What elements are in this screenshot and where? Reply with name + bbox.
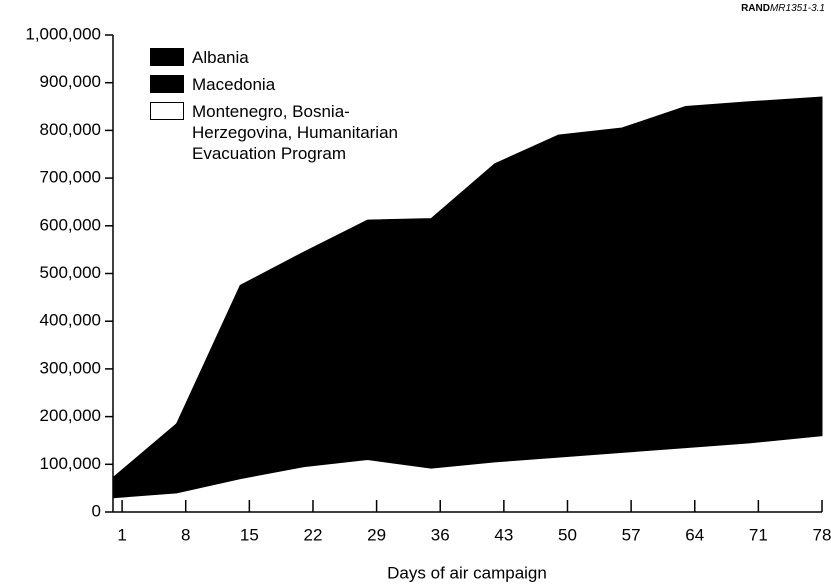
source: RANDMR1351-3.1 xyxy=(741,3,825,14)
legend-swatch xyxy=(150,75,184,93)
x-tick-label: 71 xyxy=(749,525,768,544)
y-tick-label: 800,000 xyxy=(40,120,101,139)
x-tick-label: 8 xyxy=(181,525,190,544)
legend-label: Montenegro, Bosnia-Herzegovina, Humanita… xyxy=(192,102,398,163)
x-tick-label: 50 xyxy=(558,525,577,544)
x-tick-label: 15 xyxy=(240,525,259,544)
x-tick-label: 43 xyxy=(494,525,513,544)
x-tick-label: 57 xyxy=(622,525,641,544)
y-tick-label: 100,000 xyxy=(40,454,101,473)
x-axis-label: Days of air campaign xyxy=(387,563,547,582)
areas xyxy=(112,96,823,513)
legend-label: Macedonia xyxy=(192,75,276,94)
y-tick-label: 400,000 xyxy=(40,311,101,330)
legend-item: Macedonia xyxy=(150,74,407,95)
y-tick-label: 500,000 xyxy=(40,263,101,282)
y-tick-label: 1,000,000 xyxy=(25,24,101,43)
x-tick-label: 29 xyxy=(367,525,386,544)
area xyxy=(112,96,823,491)
legend-item: Albania xyxy=(150,47,407,68)
source-org: RAND xyxy=(741,3,770,14)
x-tick-label: 78 xyxy=(813,525,831,544)
legend: Albania Macedonia Montenegro, Bosnia-Herze… xyxy=(150,47,407,170)
legend-item: Montenegro, Bosnia-Herzegovina, Humanita… xyxy=(150,101,407,164)
y-tick-label: 200,000 xyxy=(40,406,101,425)
source-id: MR1351-3.1 xyxy=(769,3,825,14)
x-tick-label: 36 xyxy=(431,525,450,544)
y-tick-label: 0 xyxy=(92,501,101,520)
x-tick-label: 22 xyxy=(304,525,323,544)
y-tick-label: 600,000 xyxy=(40,215,101,234)
y-tick-label: 700,000 xyxy=(40,168,101,187)
legend-swatch xyxy=(150,48,184,66)
x-tick-label: 1 xyxy=(117,525,126,544)
x-tick-label: 64 xyxy=(685,525,704,544)
legend-swatch xyxy=(150,102,184,120)
y-tick-label: 300,000 xyxy=(40,358,101,377)
y-tick-label: 900,000 xyxy=(40,72,101,91)
legend-label: Albania xyxy=(192,48,249,67)
